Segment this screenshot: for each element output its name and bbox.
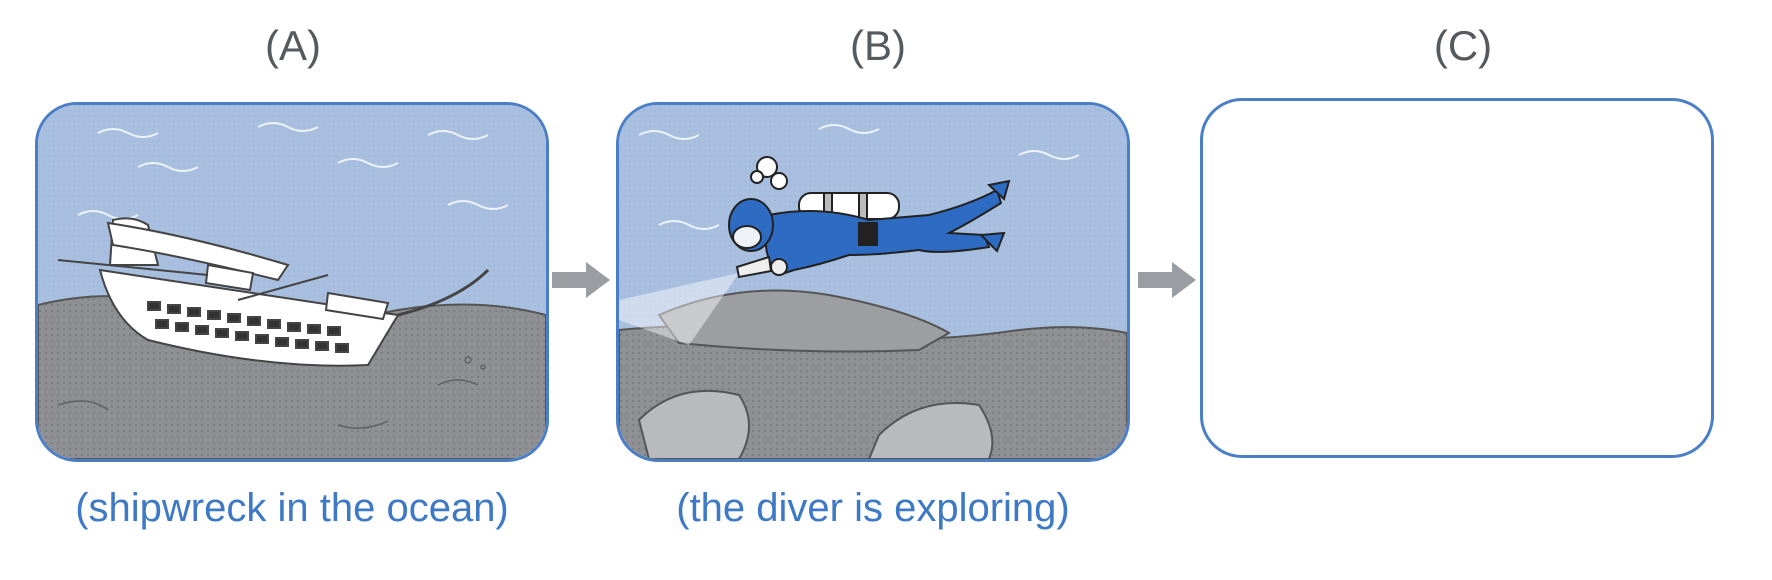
sunken-ship	[57, 217, 490, 367]
scuba-diver	[728, 156, 1011, 279]
panel-label-c: (C)	[1433, 22, 1493, 69]
shipwreck-illustration	[38, 105, 546, 459]
diver-illustration	[619, 105, 1127, 459]
caption-b: (the diver is exploring)	[676, 486, 1070, 530]
water-waves	[638, 124, 1080, 230]
panel-label-a: (A)	[265, 22, 321, 69]
arrow-icon	[1138, 262, 1196, 298]
panel-label-b: (B)	[850, 22, 906, 69]
rock	[657, 289, 952, 353]
rock	[867, 402, 994, 459]
rock	[637, 389, 750, 459]
flashlight-beam	[619, 273, 739, 345]
panel-a-shipwreck	[35, 102, 549, 462]
panel-b-diver	[616, 102, 1130, 462]
panel-c-empty	[1200, 98, 1714, 458]
arrow-icon	[552, 262, 610, 298]
caption-a: (shipwreck in the ocean)	[75, 486, 509, 530]
seabed-cracks	[57, 356, 486, 429]
